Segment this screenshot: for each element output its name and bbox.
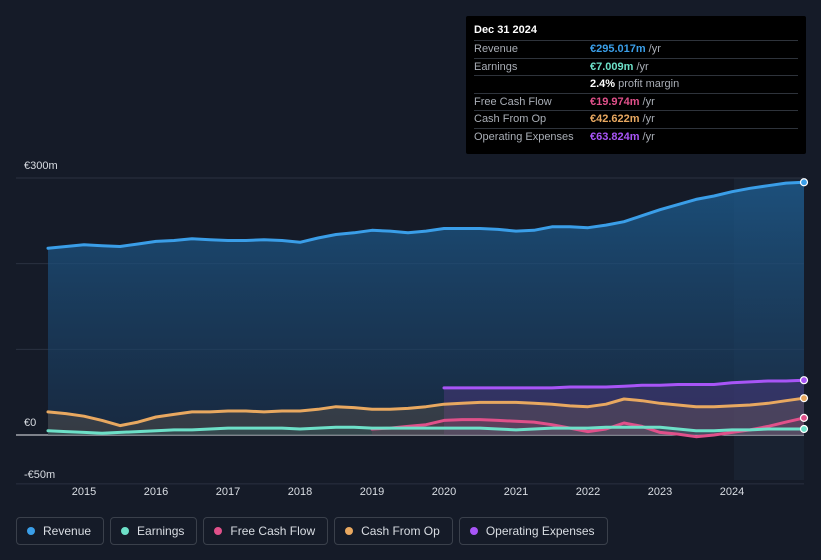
x-axis-tick-label: 2024 <box>720 486 744 498</box>
legend-dot-icon <box>345 527 354 535</box>
tooltip-row-revenue: Revenue €295.017m /yr <box>474 40 798 58</box>
tooltip-label: Free Cash Flow <box>474 95 552 108</box>
tooltip-row-cash-from-op: Cash From Op €42.622m /yr <box>474 110 798 128</box>
x-axis-tick-label: 2020 <box>432 486 456 498</box>
legend-label: Cash From Op <box>361 524 440 538</box>
earnings-end-point <box>799 424 809 434</box>
x-axis-tick-label: 2017 <box>216 486 240 498</box>
tooltip-value: €7.009m <box>590 60 634 73</box>
tooltip-label: Revenue <box>474 43 519 56</box>
x-axis-tick-label: 2021 <box>504 486 528 498</box>
legend-dot-icon <box>121 527 130 535</box>
legend-item-earnings[interactable]: Earnings <box>110 517 198 545</box>
revenue-end-point <box>799 178 809 187</box>
tooltip-row-profit-margin: 2.4% profit margin <box>474 75 798 93</box>
data-tooltip: Dec 31 2024 Revenue €295.017m /yr Earnin… <box>466 16 806 154</box>
x-axis-tick-label: 2023 <box>648 486 672 498</box>
tooltip-row-free-cash-flow: Free Cash Flow €19.974m /yr <box>474 92 798 111</box>
revenue-area <box>48 182 804 435</box>
operating-expenses-end-point <box>799 376 809 385</box>
tooltip-unit: /yr <box>648 43 661 56</box>
tooltip-unit: /yr <box>642 130 655 143</box>
legend-item-cash-from-op[interactable]: Cash From Op <box>334 517 453 545</box>
chart-legend: Revenue Earnings Free Cash Flow Cash Fro… <box>16 517 608 545</box>
free-cash-flow-end-point <box>799 413 809 422</box>
y-axis-label: €300m <box>24 160 58 172</box>
free-cash-flow-area <box>372 417 804 437</box>
x-axis-tick-label: 2015 <box>72 486 96 498</box>
legend-dot-icon <box>214 527 223 535</box>
legend-label: Free Cash Flow <box>230 524 316 538</box>
cash-from-op-end-point <box>799 394 809 403</box>
y-axis-label: €0 <box>24 417 36 429</box>
legend-item-free-cash-flow[interactable]: Free Cash Flow <box>203 517 329 545</box>
tooltip-value: 2.4% <box>590 78 616 91</box>
legend-dot-icon <box>27 527 35 535</box>
legend-label: Revenue <box>43 524 92 538</box>
cash-from-op-line <box>46 396 806 428</box>
tooltip-unit: /yr <box>642 95 655 108</box>
x-axis-tick-label: 2018 <box>288 486 312 498</box>
y-axis-label: -€50m <box>24 469 55 481</box>
tooltip-unit: /yr <box>636 60 649 73</box>
legend-item-operating-expenses[interactable]: Operating Expenses <box>458 517 608 545</box>
tooltip-label: Earnings <box>474 60 518 73</box>
legend-dot-icon <box>469 527 478 535</box>
tooltip-value: €295.017m <box>590 43 646 56</box>
tooltip-unit: profit margin <box>618 78 680 91</box>
tooltip-value: €19.974m <box>590 95 640 108</box>
legend-label: Earnings <box>137 524 185 538</box>
tooltip-row-earnings: Earnings €7.009m /yr <box>474 57 798 76</box>
revenue-line <box>46 180 806 250</box>
earnings-line <box>46 425 806 435</box>
x-axis-tick-label: 2022 <box>576 486 600 498</box>
tooltip-value: €63.824m <box>590 130 640 143</box>
legend-item-revenue[interactable]: Revenue <box>16 517 105 545</box>
operating-expenses-line <box>442 378 806 390</box>
tooltip-label: Operating Expenses <box>474 130 574 143</box>
tooltip-row-operating-expenses: Operating Expenses €63.824m /yr <box>474 127 798 146</box>
tooltip-unit: /yr <box>642 113 655 126</box>
legend-label: Operating Expenses <box>485 524 595 538</box>
chart-area: €300m €0 -€50m 2015 2016 2017 2018 2019 2020 202… <box>16 160 809 498</box>
tooltip-value: €42.622m <box>590 113 640 126</box>
x-axis-tick-label: 2019 <box>360 486 384 498</box>
tooltip-date: Dec 31 2024 <box>474 24 537 36</box>
tooltip-label: Cash From Op <box>474 113 547 126</box>
free-cash-flow-line <box>370 416 806 439</box>
x-axis-tick-label: 2016 <box>144 486 168 498</box>
